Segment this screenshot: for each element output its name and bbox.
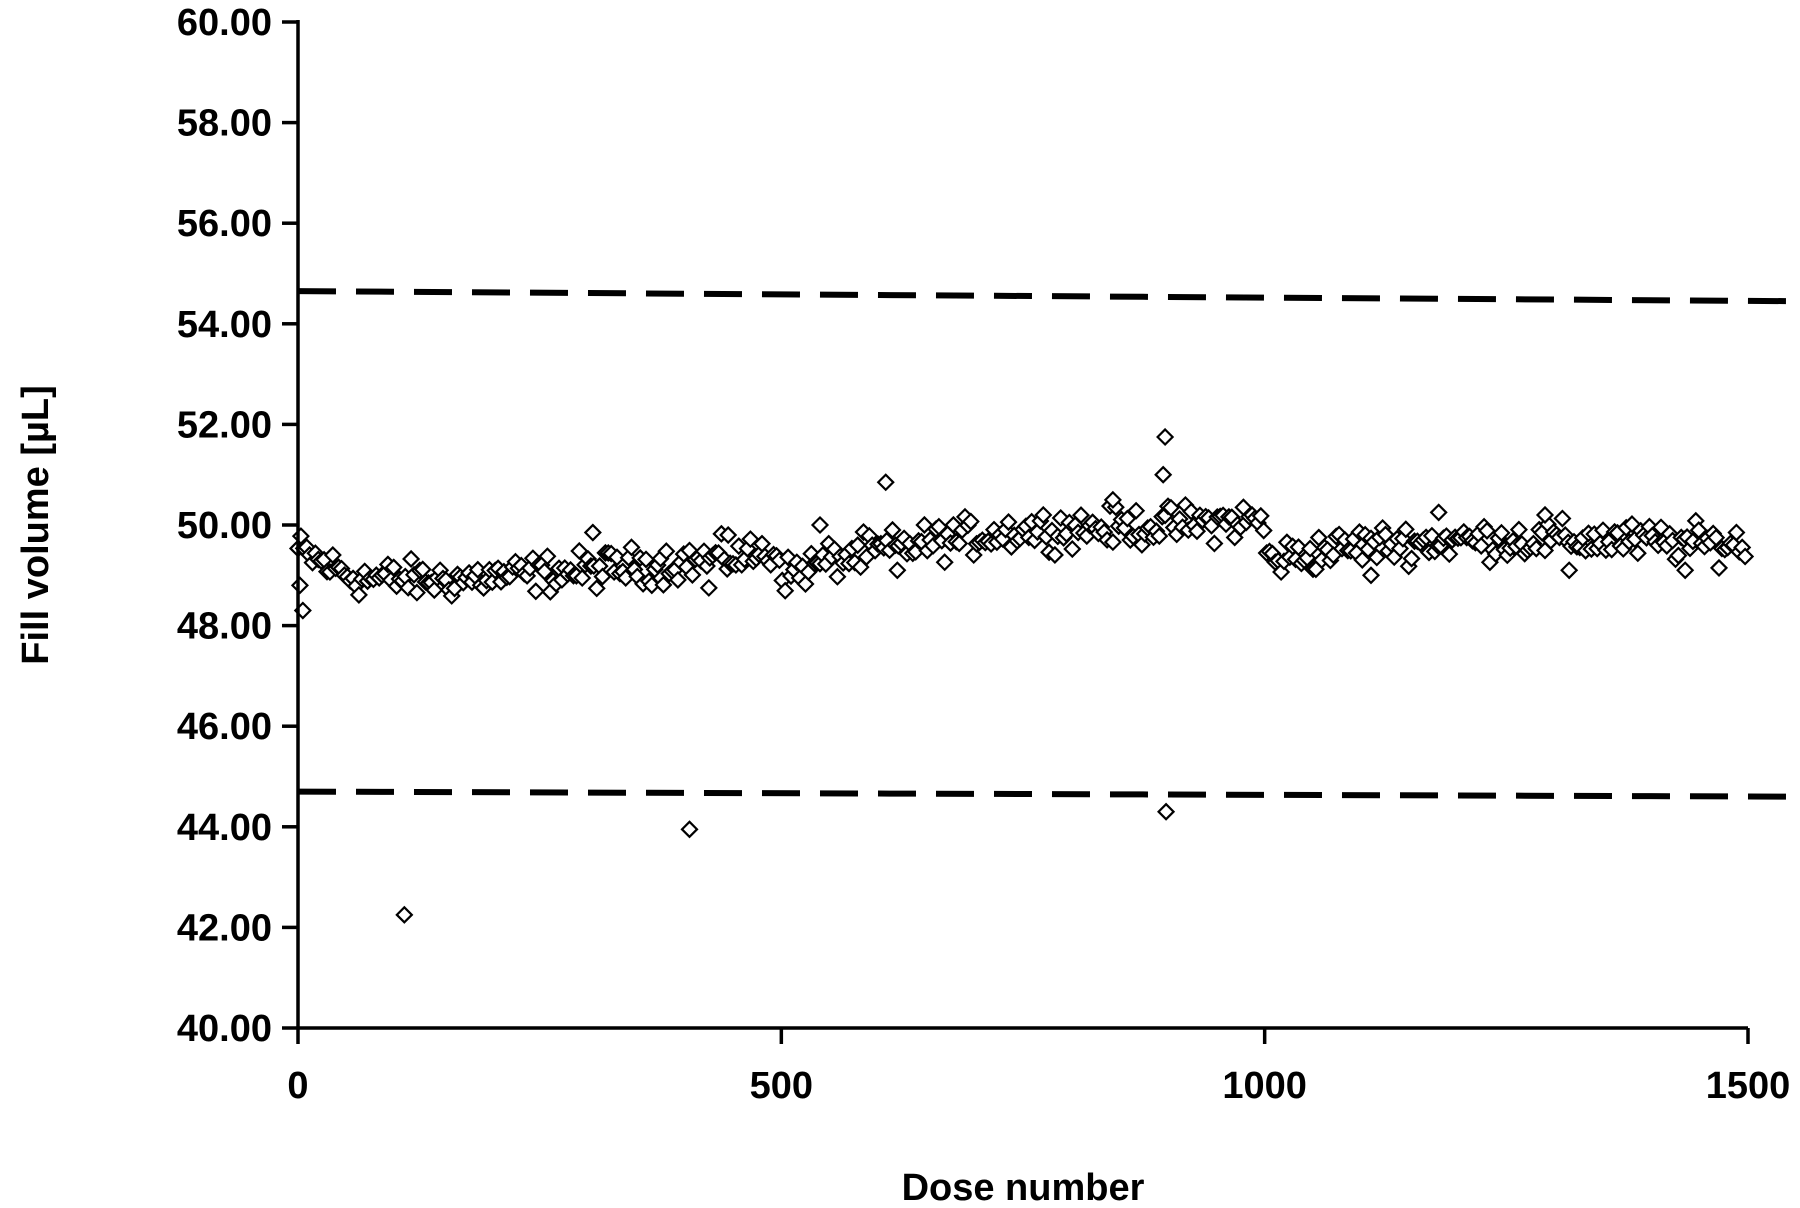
data-point — [683, 565, 702, 584]
data-point — [1736, 547, 1755, 566]
data-point — [1182, 502, 1201, 521]
outlier-point — [1154, 465, 1173, 484]
limit-lines — [297, 288, 1795, 800]
data-point — [654, 575, 673, 594]
outlier-point — [1157, 802, 1176, 821]
data-point — [1477, 521, 1497, 540]
outlier-point — [699, 578, 718, 597]
data-point — [1707, 528, 1726, 547]
outlier-point — [1560, 561, 1579, 580]
data-point — [349, 585, 368, 604]
data-point — [1127, 501, 1146, 520]
data-point — [402, 549, 421, 568]
outlier-point — [583, 523, 602, 542]
data-point — [668, 570, 687, 589]
data-point — [828, 567, 847, 586]
y-tick-label: 60.00 — [177, 2, 272, 44]
data-point — [961, 512, 980, 531]
data-point — [1161, 498, 1180, 517]
data-point — [1063, 539, 1082, 559]
data-point — [1103, 533, 1122, 552]
x-tick-label: 1500 — [1706, 1065, 1791, 1107]
outlier-point — [1156, 427, 1175, 447]
y-tick-label: 48.00 — [177, 606, 272, 648]
x-tick-label: 0 — [287, 1065, 308, 1107]
y-tick-label: 56.00 — [177, 203, 272, 245]
data-point — [1187, 522, 1207, 541]
data-point — [570, 541, 589, 561]
upper-limit-line — [297, 288, 1795, 305]
y-tick-label: 40.00 — [177, 1008, 272, 1050]
data-point — [776, 581, 795, 600]
outlier-point — [1429, 503, 1448, 522]
x-tick-label: 500 — [750, 1065, 813, 1107]
outlier-point — [680, 820, 699, 839]
data-point — [935, 553, 954, 572]
data-point — [848, 536, 867, 555]
data-point — [950, 534, 969, 553]
data-point — [468, 560, 487, 579]
x-axis-title: Dose number — [902, 1167, 1145, 1208]
y-axis-title: Fill volume [µL] — [15, 385, 57, 664]
outlier-point — [876, 473, 895, 492]
data-point — [1289, 538, 1308, 557]
axes: 40.00 42.00 44.00 46.00 48.00 50.00 52.00 54.00… — [177, 2, 1790, 1107]
y-tick-label: 44.00 — [177, 807, 272, 849]
data-point — [587, 579, 606, 598]
data-point — [535, 562, 554, 581]
data-point — [1628, 544, 1647, 563]
data-point — [636, 550, 656, 569]
outlier-point — [888, 561, 907, 580]
y-tick-label: 50.00 — [177, 505, 272, 547]
data-point — [1301, 539, 1320, 558]
data-point — [1034, 505, 1053, 525]
data-point — [1709, 558, 1729, 577]
data-point — [1669, 546, 1688, 565]
data-point — [1254, 521, 1273, 540]
y-tick-label: 52.00 — [177, 404, 272, 446]
outlier-point — [1103, 490, 1122, 509]
data-point — [526, 582, 545, 601]
y-tick-label: 42.00 — [177, 907, 272, 949]
outlier-point — [395, 905, 414, 924]
y-tick-label: 58.00 — [177, 103, 272, 145]
data-point — [425, 581, 444, 600]
data-point — [1553, 509, 1572, 528]
data-point — [1593, 521, 1613, 540]
data-point — [1440, 545, 1459, 564]
data-point — [657, 542, 676, 561]
data-point — [607, 548, 627, 567]
data-point — [538, 547, 557, 566]
data-point — [1367, 548, 1386, 567]
outlier-point — [810, 515, 830, 535]
lower-limit-line — [297, 788, 1795, 800]
data-point — [1045, 545, 1064, 565]
outlier-point — [1361, 566, 1381, 585]
y-tick-label: 54.00 — [177, 304, 272, 346]
data-point — [1251, 506, 1270, 525]
data-point — [1396, 520, 1415, 539]
data-point — [1205, 534, 1224, 553]
data-point — [384, 558, 403, 577]
x-tick-label: 1000 — [1222, 1065, 1307, 1107]
data-point — [1071, 506, 1091, 525]
data-point — [1402, 549, 1421, 568]
data-point — [407, 583, 426, 602]
data-point — [1150, 527, 1169, 546]
data-point — [622, 538, 641, 557]
data-point — [1509, 520, 1528, 539]
y-tick-label: 46.00 — [177, 706, 272, 748]
outlier-point — [290, 576, 309, 595]
data-points — [288, 427, 1755, 924]
outlier-point — [1676, 561, 1695, 580]
data-point — [1727, 523, 1746, 542]
data-point — [999, 513, 1018, 532]
data-point — [1492, 523, 1511, 542]
outlier-point — [1535, 505, 1555, 524]
data-point — [883, 520, 902, 540]
outlier-point — [719, 526, 738, 545]
data-point — [573, 568, 592, 588]
